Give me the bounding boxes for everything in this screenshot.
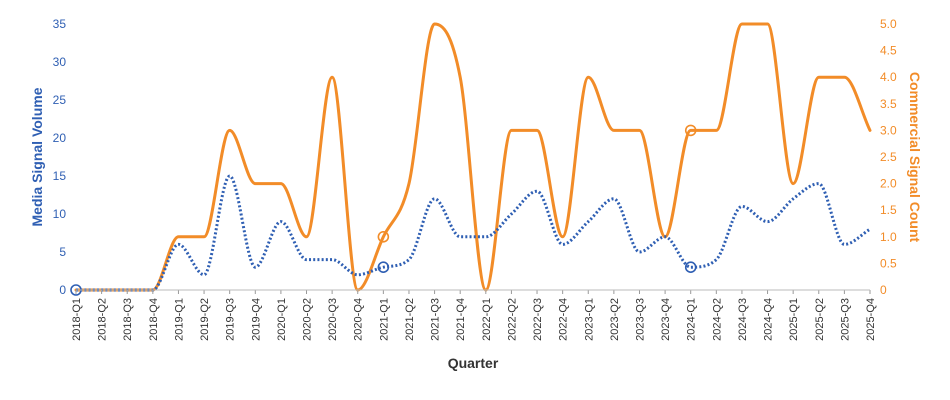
- x-tick-label: 2020-Q2: [302, 298, 314, 341]
- x-tick-label: 2023-Q4: [660, 298, 672, 341]
- x-tick-label: 2020-Q4: [353, 298, 365, 341]
- y-right-tick-label: 0: [880, 283, 887, 297]
- x-tick-label: 2023-Q2: [609, 298, 621, 341]
- x-tick-label: 2025-Q4: [865, 298, 877, 341]
- x-tick-label: 2018-Q3: [122, 298, 134, 341]
- y-right-tick-label: 0.5: [880, 256, 897, 270]
- y-right-tick-label: 4.5: [880, 44, 897, 58]
- x-tick-label: 2022-Q4: [558, 298, 570, 341]
- x-tick-label: 2022-Q2: [506, 298, 518, 341]
- x-tick-label: 2023-Q1: [583, 298, 595, 341]
- x-tick-label: 2021-Q3: [430, 298, 442, 341]
- x-tick-label: 2022-Q1: [481, 298, 493, 341]
- y-left-axis-label: Media Signal Volume: [29, 87, 45, 226]
- commercial-point-marker: [377, 231, 390, 243]
- y-left-tick-label: 0: [59, 283, 66, 297]
- y-left-tick-label: 5: [59, 245, 66, 259]
- series-layer: [70, 22, 872, 296]
- x-tick-label: 2022-Q3: [532, 298, 544, 341]
- x-tick-label: 2024-Q2: [711, 298, 723, 341]
- x-tick-label: 2020-Q1: [276, 298, 288, 341]
- x-tick-label: 2023-Q3: [634, 298, 646, 341]
- y-left-tick-label: 35: [53, 17, 67, 31]
- y-left-tick-label: 30: [53, 55, 67, 69]
- y-left-tick-label: 20: [53, 131, 67, 145]
- x-tick-label: 2020-Q3: [327, 298, 339, 341]
- x-tick-label: 2025-Q2: [814, 298, 826, 341]
- media-point-marker: [377, 261, 390, 274]
- y-right-tick-label: 1.5: [880, 203, 897, 217]
- y-right-tick-label: 4.0: [880, 70, 897, 84]
- y-right-tick-label: 3.5: [880, 97, 897, 111]
- axes: 0 5 10 15 20 25 30 35 0 0.5 1.0 1.5 2.0 2.5 3.0 3.5 4.0 4…: [29, 17, 923, 371]
- x-axis-label: Quarter: [448, 355, 499, 371]
- y-left-tick-label: 10: [53, 207, 67, 221]
- x-tick-label: 2024-Q3: [737, 298, 749, 341]
- x-tick-label: 2024-Q1: [686, 298, 698, 341]
- y-right-tick-label: 5.0: [880, 17, 897, 31]
- x-tick-label: 2021-Q1: [378, 298, 390, 341]
- commercial-point-marker: [684, 124, 697, 137]
- x-tick-label: 2021-Q2: [404, 298, 416, 341]
- media-point-marker: [684, 261, 697, 274]
- y-right-tick-label: 2.5: [880, 150, 897, 164]
- x-tick-label: 2024-Q4: [763, 298, 775, 341]
- y-right-tick-label: 3.0: [880, 123, 897, 137]
- x-tick-label: 2018-Q2: [97, 298, 109, 341]
- x-tick-label: 2019-Q1: [173, 298, 185, 341]
- y-right-tick-label: 2.0: [880, 177, 897, 191]
- y-left-tick-label: 15: [53, 169, 67, 183]
- x-tick-label: 2019-Q4: [250, 298, 262, 341]
- x-tick-label: 2018-Q4: [148, 298, 160, 341]
- x-tick-label: 2018-Q1: [71, 298, 83, 341]
- commercial-series-line: [74, 22, 872, 292]
- x-tick-label: 2025-Q1: [788, 298, 800, 341]
- y-right-tick-label: 1.0: [880, 230, 897, 244]
- y-left-tick-label: 25: [53, 93, 67, 107]
- y-right-axis-label: Commercial Signal Count: [907, 72, 923, 243]
- media-series-line: [76, 174, 871, 292]
- x-tick-label: 2019-Q2: [199, 298, 211, 341]
- x-tick-label: 2025-Q3: [839, 298, 851, 341]
- x-tick-label: 2021-Q4: [455, 298, 467, 341]
- x-tick-label: 2019-Q3: [225, 298, 237, 341]
